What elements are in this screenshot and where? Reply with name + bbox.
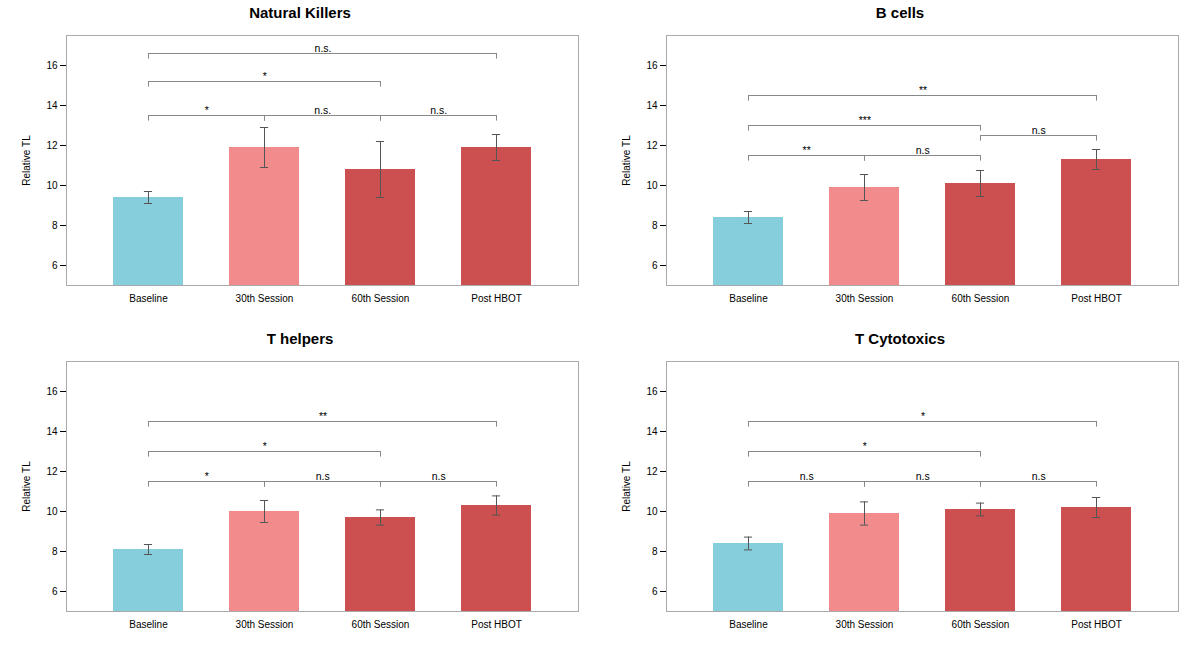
svg-text:Baseline: Baseline <box>129 293 168 304</box>
svg-text:14: 14 <box>46 426 58 437</box>
html-text:Natural Killers: Natural Killers <box>249 4 351 21</box>
svg-text:*: * <box>205 104 209 116</box>
svg-text:n.s.: n.s. <box>315 42 332 54</box>
svg-text:16: 16 <box>646 386 658 397</box>
svg-text:*: * <box>205 470 209 482</box>
svg-text:Post HBOT: Post HBOT <box>1071 619 1122 630</box>
svg-text:60th Session: 60th Session <box>952 619 1010 630</box>
svg-text:8: 8 <box>52 546 58 557</box>
html-text:T helpers: T helpers <box>266 330 334 347</box>
svg-text:6: 6 <box>652 586 658 597</box>
svg-text:Relative TL: Relative TL <box>21 461 32 512</box>
svg-text:8: 8 <box>52 220 58 231</box>
svg-text:10: 10 <box>46 180 58 191</box>
svg-text:30th Session: 30th Session <box>236 293 294 304</box>
svg-text:12: 12 <box>646 466 658 477</box>
svg-text:n.s: n.s <box>800 470 814 482</box>
svg-text:12: 12 <box>46 140 58 151</box>
svg-text:6: 6 <box>52 260 58 271</box>
svg-text:n.s: n.s <box>1032 470 1046 482</box>
svg-text:6: 6 <box>652 260 658 271</box>
svg-text:14: 14 <box>646 100 658 111</box>
svg-text:60th Session: 60th Session <box>352 293 410 304</box>
svg-text:Relative TL: Relative TL <box>621 461 632 512</box>
svg-text:Relative TL: Relative TL <box>21 135 32 186</box>
svg-text:30th Session: 30th Session <box>836 293 894 304</box>
svg-text:**: ** <box>319 410 327 422</box>
svg-text:Post HBOT: Post HBOT <box>471 619 522 630</box>
svg-text:Baseline: Baseline <box>129 619 168 630</box>
svg-text:16: 16 <box>46 386 58 397</box>
svg-text:30th Session: 30th Session <box>836 619 894 630</box>
svg-text:n.s: n.s <box>916 470 930 482</box>
svg-text:14: 14 <box>646 426 658 437</box>
svg-text:60th Session: 60th Session <box>952 293 1010 304</box>
svg-text:Post HBOT: Post HBOT <box>471 293 522 304</box>
svg-text:n.s: n.s <box>316 470 330 482</box>
svg-text:n.s: n.s <box>1032 124 1046 136</box>
svg-text:16: 16 <box>46 60 58 71</box>
svg-text:n.s.: n.s. <box>430 104 447 116</box>
svg-text:16: 16 <box>646 60 658 71</box>
svg-text:Baseline: Baseline <box>729 293 768 304</box>
svg-text:*: * <box>263 70 267 82</box>
svg-text:Relative TL: Relative TL <box>621 135 632 186</box>
svg-text:6: 6 <box>52 586 58 597</box>
svg-text:Baseline: Baseline <box>729 619 768 630</box>
svg-text:10: 10 <box>646 506 658 517</box>
svg-text:**: ** <box>803 144 811 156</box>
svg-text:8: 8 <box>652 220 658 231</box>
svg-text:10: 10 <box>646 180 658 191</box>
svg-text:12: 12 <box>646 140 658 151</box>
svg-text:*: * <box>921 410 925 422</box>
svg-text:*: * <box>863 440 867 452</box>
html-text:T Cytotoxics: T Cytotoxics <box>855 330 945 347</box>
svg-text:10: 10 <box>46 506 58 517</box>
svg-text:n.s.: n.s. <box>314 104 331 116</box>
svg-text:*: * <box>263 440 267 452</box>
svg-text:8: 8 <box>652 546 658 557</box>
svg-text:Post HBOT: Post HBOT <box>1071 293 1122 304</box>
svg-text:14: 14 <box>46 100 58 111</box>
svg-text:***: *** <box>859 114 871 126</box>
svg-text:**: ** <box>919 84 927 96</box>
svg-text:30th Session: 30th Session <box>236 619 294 630</box>
html-text:B cells: B cells <box>875 4 925 21</box>
svg-text:12: 12 <box>46 466 58 477</box>
svg-text:n.s: n.s <box>432 470 446 482</box>
svg-text:n.s: n.s <box>916 144 930 156</box>
svg-text:60th Session: 60th Session <box>352 619 410 630</box>
